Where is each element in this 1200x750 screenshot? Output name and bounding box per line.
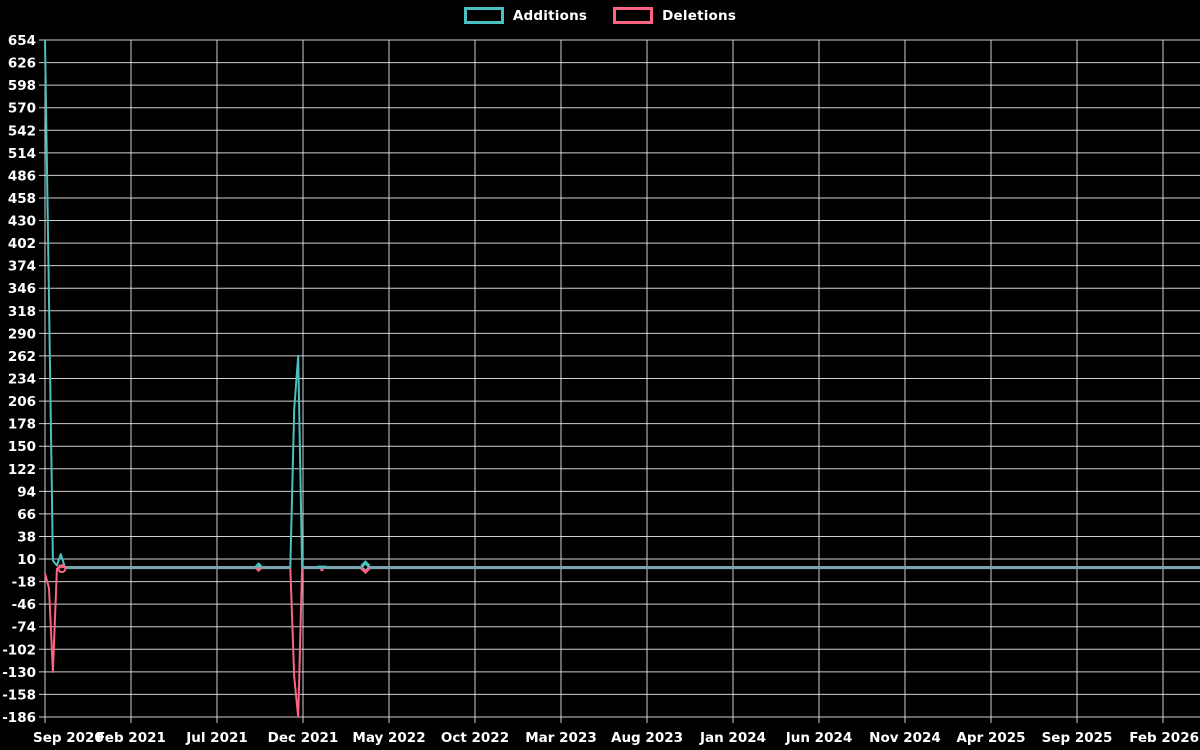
y-tick-label: 178 xyxy=(8,417,36,433)
deletions-swatch xyxy=(613,7,654,24)
y-tick-label: -18 xyxy=(12,575,36,591)
x-tick-label: Jun 2024 xyxy=(785,730,853,746)
deletions-legend-label: Deletions xyxy=(662,7,737,24)
y-tick-label: 38 xyxy=(17,529,36,545)
y-tick-label: 654 xyxy=(8,33,36,49)
y-tick-label: 542 xyxy=(8,123,36,139)
x-tick-label: Oct 2022 xyxy=(441,730,509,746)
x-tick-label: Mar 2023 xyxy=(525,730,596,746)
y-tick-label: -130 xyxy=(2,665,36,681)
y-tick-label: 122 xyxy=(8,462,36,478)
y-tick-label: -186 xyxy=(2,710,36,726)
x-tick-label: Feb 2021 xyxy=(96,730,166,746)
y-tick-label: 598 xyxy=(8,78,36,94)
y-tick-label: 150 xyxy=(8,439,36,455)
x-tick-label: Sep 2025 xyxy=(1042,730,1113,746)
x-tick-label: Nov 2024 xyxy=(869,730,941,746)
y-tick-label: 318 xyxy=(8,304,36,320)
x-tick-label: Jul 2021 xyxy=(185,730,248,746)
y-tick-label: -102 xyxy=(2,642,36,658)
y-tick-label: 374 xyxy=(8,259,36,275)
y-tick-label: 234 xyxy=(8,372,36,388)
data-point-marker xyxy=(57,564,67,574)
chart-legend: Additions Deletions xyxy=(0,7,1200,24)
y-tick-label: 290 xyxy=(8,326,36,342)
data-point-marker xyxy=(320,568,324,572)
y-tick-label: 402 xyxy=(8,236,36,252)
x-tick-label: Dec 2021 xyxy=(268,730,339,746)
y-tick-label: -158 xyxy=(2,687,36,703)
y-tick-label: 66 xyxy=(17,507,36,523)
y-tick-label: 486 xyxy=(8,168,36,184)
x-tick-label: Jan 2024 xyxy=(699,730,766,746)
legend-item-additions[interactable]: Additions xyxy=(463,7,588,24)
y-tick-label: 94 xyxy=(17,484,36,500)
additions-swatch xyxy=(463,7,504,24)
y-tick-label: 206 xyxy=(8,394,36,410)
additions-line xyxy=(44,39,1200,569)
y-tick-label: 570 xyxy=(8,101,36,117)
y-tick-label: -46 xyxy=(12,597,36,613)
y-tick-label: 346 xyxy=(8,281,36,297)
additions-legend-label: Additions xyxy=(512,7,588,24)
data-point-marker xyxy=(317,565,327,569)
x-tick-label: Aug 2023 xyxy=(611,730,683,746)
y-tick-label: 262 xyxy=(8,349,36,365)
data-point-marker xyxy=(363,564,368,570)
y-tick-label: 626 xyxy=(8,56,36,72)
legend-item-deletions[interactable]: Deletions xyxy=(613,7,736,24)
data-point-marker xyxy=(255,562,263,570)
y-tick-label: 514 xyxy=(8,146,36,162)
y-tick-label: -74 xyxy=(12,620,36,636)
y-tick-label: 430 xyxy=(8,214,36,230)
x-tick-label: May 2022 xyxy=(352,730,425,746)
y-tick-label: 458 xyxy=(8,191,36,207)
x-tick-label: Apr 2025 xyxy=(956,730,1025,746)
x-tick-label: Sep 2020 xyxy=(33,730,104,746)
x-tick-label: Feb 2026 xyxy=(1129,730,1199,746)
y-tick-label: 10 xyxy=(17,552,36,568)
